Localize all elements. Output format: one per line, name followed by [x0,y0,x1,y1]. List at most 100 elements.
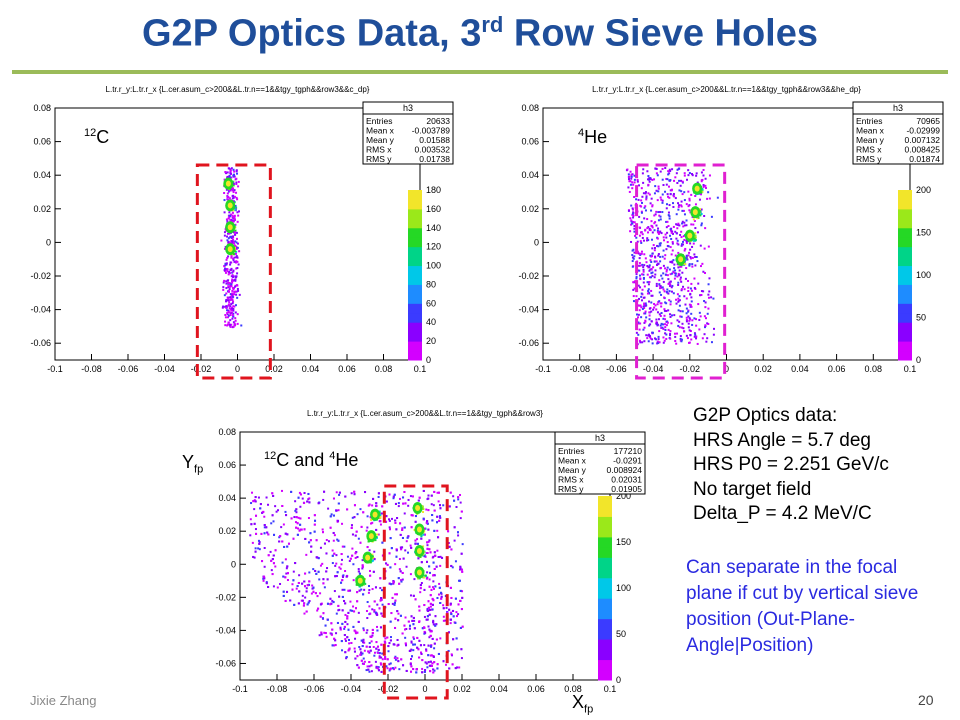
x-tick-label: -0.1 [535,364,551,374]
colorbar-segment [598,567,612,579]
colorbar-segment [408,350,422,361]
colorbar-label: 150 [916,228,931,238]
colorbar-segment [408,246,422,257]
colorbar-segment [898,199,912,210]
y-tick-label: 0.06 [218,460,236,470]
x-tick-label: -0.02 [378,684,399,694]
x-tick-label: -0.1 [232,684,248,694]
y-tick-label: 0.02 [218,526,236,536]
info-line: G2P Optics data: [693,405,838,426]
colorbar-label: 200 [616,491,631,501]
x-tick-label: -0.04 [643,364,664,374]
stats-key: Mean y [856,135,885,145]
info-block: G2P Optics data: HRS Angle = 5.7 deg HRS… [693,404,889,527]
hotspot-core [694,185,700,192]
stats-key: RMS y [366,154,392,164]
stats-key: Mean x [856,126,885,136]
he4-plot: L.tr.r_y:L.tr.r_x {L.cer.asum_c>200&&L.t… [488,80,950,380]
y-tick-label: -0.06 [518,338,539,348]
plot-title-bg [573,82,900,95]
plot-title: L.tr.r_y:L.tr.r_x {L.cer.asum_c>200&&L.t… [307,409,543,418]
colorbar-segment [408,218,422,229]
y-tick-label: 0.04 [218,493,236,503]
x-tick-label: -0.02 [680,364,701,374]
colorbar-segment [898,275,912,285]
combined-plot: L.tr.r_y:L.tr.r_x {L.cer.asum_c>200&&L.t… [210,404,650,700]
stats-box [554,431,646,495]
colorbar-segment [598,588,612,599]
x-tick-label: 0.1 [414,364,427,374]
colorbar-label: 50 [616,629,626,639]
x-tick-label: 0.06 [338,364,356,374]
stats-value: 70965 [916,116,940,126]
x-tick-label: 0.02 [265,364,283,374]
colorbar-label: 100 [616,583,631,593]
hotspot-core [368,533,374,540]
colorbar-label: 0 [426,355,431,365]
stats-value: 0.01588 [419,135,450,145]
x-tick-label: -0.1 [47,364,63,374]
y-tick-label: 0.08 [33,103,51,113]
colorbar-segment [598,557,612,569]
stats-key: Entries [856,116,882,126]
plot-title-bg [85,82,410,95]
colorbar-segment [598,526,612,538]
stats-value: -0.0291 [613,456,642,466]
heatmap-svg: L.tr.r_y:L.tr.r_x {L.cer.asum_c>200&&L.t… [30,82,454,380]
colorbar-segment [598,628,612,640]
colorbar-segment [898,190,912,200]
colorbar-segment [408,303,422,314]
colorbar-segment [898,350,912,361]
colorbar-segment [598,536,612,548]
x-tick-label: 0 [422,684,427,694]
x-tick-label: -0.04 [154,364,175,374]
x-tick-label: -0.08 [267,684,288,694]
y-tick-label: 0.08 [521,103,539,113]
colorbar-segment [898,303,912,314]
y-axis-label: Yfp [182,452,204,476]
colorbar-segment [408,275,422,285]
colorbar-segment [598,506,612,517]
footer-author: Jixie Zhang [30,693,97,708]
colorbar-label: 40 [426,317,436,327]
colorbar-segment [598,618,612,630]
stats-key: RMS y [856,154,882,164]
hotspot-core [692,209,698,216]
colorbar-label: 20 [426,336,436,346]
x-tick-label: 0.1 [904,364,917,374]
colorbar-segment [898,227,912,238]
colorbar-segment [408,208,422,219]
y-tick-label: -0.04 [518,305,539,315]
colorbar-label: 180 [426,185,441,195]
colorbar-segment [898,256,912,267]
stats-value: 0.008425 [905,145,941,155]
colorbar-segment [408,265,422,276]
cut-region-box [382,484,449,700]
c12-label: 12C [84,127,110,147]
colorbar-label: 50 [916,313,926,323]
stats-value: 0.01905 [611,484,642,494]
cut-region-box [195,163,272,380]
stats-value: 0.02031 [611,475,642,485]
colorbar-segment [598,598,612,609]
colorbar-segment [598,659,612,671]
stats-value: 0.007132 [905,135,941,145]
colorbar-segment [408,237,422,248]
colorbar-segment [408,312,422,323]
stats-value: 0.003532 [415,145,451,155]
x-tick-label: 0.08 [375,364,393,374]
colorbar-segment [598,669,612,681]
hotspot-core [227,224,233,231]
colorbar-segment [598,547,612,558]
hotspot-core [227,246,233,253]
colorbar-segment [408,341,422,352]
colorbar-label: 200 [916,185,931,195]
colorbar-segment [598,516,612,528]
plot-frame [542,107,911,361]
stats-value: 0.01738 [419,154,450,164]
x-tick-label: -0.08 [569,364,590,374]
hotspot-core [372,511,378,518]
colorbar-segment [598,496,612,507]
stats-key: Mean x [558,456,587,466]
y-tick-label: 0 [534,237,539,247]
